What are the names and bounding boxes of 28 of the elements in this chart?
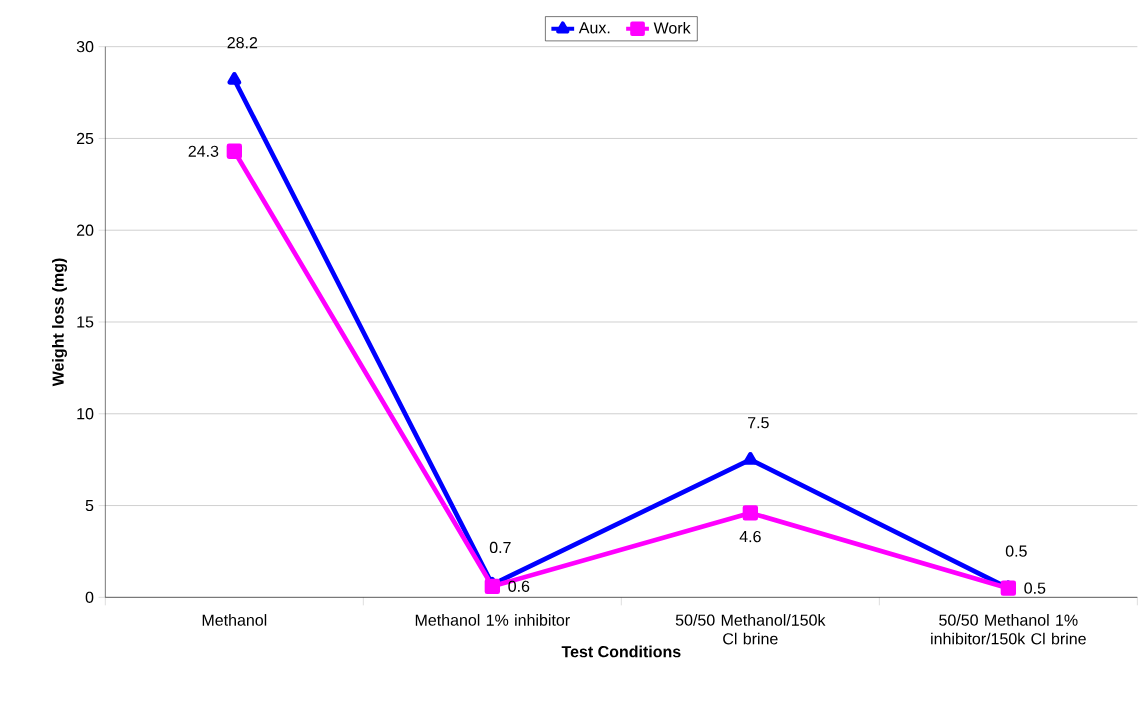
y-tick-label: 5 [85,499,94,511]
x-axis-title: Test Conditions [561,645,681,658]
y-axis-title: Weight loss (mg) [52,258,68,387]
data-label: 24.3 [188,145,219,157]
data-label: 28.2 [227,36,258,49]
x-tick-label: 50/50 Methanol 1% inhibitor/150k Cl brine [931,613,1086,645]
data-label: 0.7 [489,541,511,553]
data-label: 0.5 [1024,582,1046,594]
data-label: 0.6 [508,580,530,592]
x-tick-label: Methanol 1% inhibitor [415,613,570,626]
legend-label: Work [653,21,691,34]
data-label: 0.5 [1005,545,1027,557]
y-tick-label: 25 [76,132,94,144]
x-tick-label: 50/50 Methanol/150k Cl brine [675,613,826,645]
point [227,71,242,85]
y-tick-label: 0 [85,591,94,603]
point [743,451,758,465]
point [484,578,501,594]
y-tick-label: 15 [77,316,94,328]
y-tick-label: 30 [76,40,94,53]
data-label: 7.5 [748,416,769,429]
point [742,505,759,521]
y-tick-label: 20 [76,224,94,236]
y-tick-label: 10 [77,407,94,420]
legend-label: Aux. [578,22,610,34]
data-label: 4.6 [739,530,761,543]
point [226,143,243,159]
x-tick-label: Methanol [202,613,267,626]
